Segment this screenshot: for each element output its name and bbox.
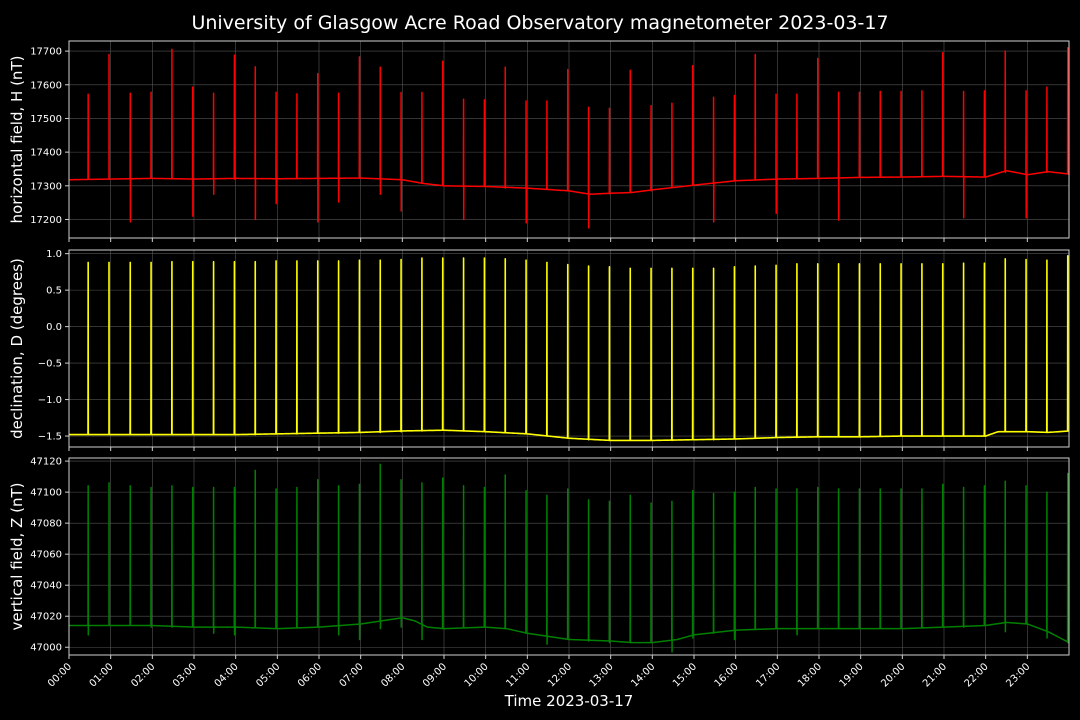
declination-y-tick-label: 0.0 [46,322,62,333]
vertical-series-line [69,463,1069,653]
vertical-y-tick-label: 47040 [30,581,62,592]
x-axis-label: Time 2023-03-17 [504,692,634,710]
declination-y-tick-label: −1.0 [38,395,62,406]
vertical-y-tick-label: 47020 [30,612,62,623]
vertical-y-tick-label: 47100 [30,488,62,499]
horizontal-series-line [69,46,1069,229]
declination-series-line [69,255,1069,442]
horizontal-y-tick-label: 17600 [30,80,62,91]
vertical-y-axis-label: vertical field, Z (nT) [8,482,26,630]
declination-y-tick-label: −0.5 [38,359,62,370]
declination-y-axis-label: declination, D (degrees) [8,258,26,439]
vertical-y-tick-label: 47080 [30,519,62,530]
vertical-frame [68,457,1070,656]
horizontal-y-tick-label: 17200 [30,215,62,226]
vertical-y-tick-label: 47000 [30,643,62,654]
chart-title: University of Glasgow Acre Road Observat… [191,12,888,34]
declination-frame [68,249,1070,448]
declination-y-tick-label: −1.5 [38,432,62,443]
declination-y-tick-label: 1.0 [46,249,62,260]
declination-y-tick-label: 0.5 [46,286,62,297]
vertical-y-tick-label: 47120 [30,457,62,468]
vertical-y-tick-label: 47060 [30,550,62,561]
horizontal-y-tick-label: 17500 [30,114,62,125]
horizontal-frame [68,40,1070,239]
horizontal-panel: 17200 17300 17400 17500 17600 17700 horizontal… [8,40,1070,242]
declination-panel: −1.5 −1.0 −0.5 0.0 0.5 1.0 declination, D (deg… [8,249,1070,451]
horizontal-y-tick-label: 17300 [30,181,62,192]
horizontal-y-axis-label: horizontal field, H (nT) [8,56,26,224]
horizontal-y-tick-label: 17400 [30,148,62,159]
horizontal-y-tick-label: 17700 [30,47,62,58]
